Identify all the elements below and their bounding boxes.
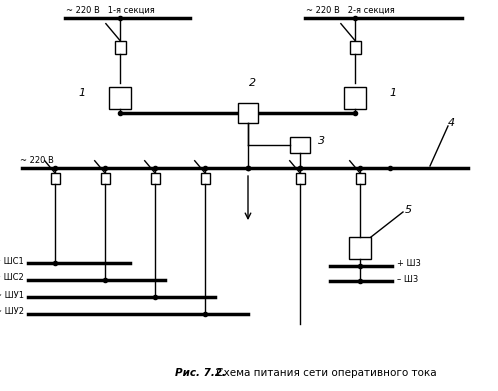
Bar [295, 173, 304, 184]
Text: ~ ШУ2: ~ ШУ2 [0, 307, 24, 316]
Text: 5: 5 [405, 205, 412, 215]
Bar [101, 173, 110, 184]
Text: 1: 1 [389, 88, 396, 98]
Text: Схема питания сети оперативного тока: Схема питания сети оперативного тока [213, 368, 437, 378]
Bar [115, 41, 125, 54]
Text: Рис. 7.2.: Рис. 7.2. [175, 368, 226, 378]
Text: ~ ШУ1: ~ ШУ1 [0, 291, 24, 300]
Bar [356, 173, 365, 184]
Bar [150, 173, 159, 184]
Text: ~ 220 В   2-я секция: ~ 220 В 2-я секция [306, 6, 395, 15]
Bar [50, 173, 59, 184]
Text: 3: 3 [318, 136, 325, 146]
Bar [290, 137, 310, 153]
Bar [350, 41, 361, 54]
Text: ~ ШС1: ~ ШС1 [0, 256, 24, 265]
Text: 1: 1 [79, 88, 86, 98]
Text: ~ 220 В   1-я секция: ~ 220 В 1-я секция [66, 6, 155, 15]
Text: ~ ШС2: ~ ШС2 [0, 273, 24, 283]
Bar [109, 87, 131, 109]
Text: + Ш3: + Ш3 [397, 260, 421, 269]
Text: 2: 2 [249, 78, 256, 88]
Bar [238, 103, 258, 123]
Text: ~ 220 В: ~ 220 В [20, 156, 54, 165]
Text: – Ш3: – Ш3 [397, 274, 418, 283]
Bar [344, 87, 366, 109]
Bar [349, 237, 371, 259]
Text: 4: 4 [448, 118, 455, 128]
Bar [201, 173, 210, 184]
